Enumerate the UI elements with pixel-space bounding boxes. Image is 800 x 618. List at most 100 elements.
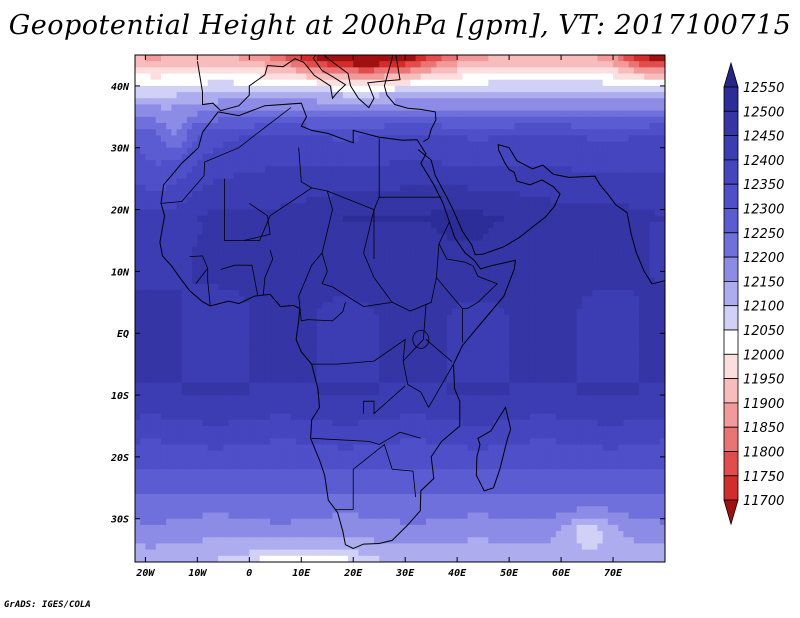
field-cell (207, 191, 214, 198)
field-cell (327, 178, 334, 186)
field-cell (290, 265, 297, 272)
field-cell (654, 203, 661, 211)
field-cell (540, 308, 547, 316)
field-cell (524, 178, 531, 186)
field-cell (181, 296, 188, 303)
field-cell (592, 79, 599, 87)
field-cell (218, 123, 224, 130)
field-cell (415, 191, 422, 198)
field-cell (405, 166, 411, 174)
field-cell (420, 191, 427, 198)
field-cell (394, 178, 401, 186)
field-cell (290, 129, 297, 136)
field-cell (249, 55, 256, 62)
field-cell (394, 246, 401, 254)
field-cell (529, 104, 536, 112)
field-cell (301, 166, 308, 174)
field-cell (581, 129, 588, 136)
field-cell (514, 308, 521, 316)
field-cell (280, 333, 287, 341)
field-cell (171, 141, 178, 149)
field-cell (259, 308, 266, 316)
field-cell (249, 129, 256, 136)
field-cell (384, 320, 391, 328)
field-cell (332, 116, 339, 124)
field-cell (425, 197, 432, 204)
field-cell (545, 73, 552, 81)
field-cell (223, 135, 230, 143)
field-cell (519, 259, 526, 266)
field-cell (337, 129, 344, 136)
field-cell (322, 296, 328, 303)
field-cell (254, 153, 261, 161)
field-cell (462, 265, 469, 272)
field-cell (535, 85, 541, 93)
field-cell (628, 166, 635, 174)
field-cell (238, 314, 245, 322)
field-cell (135, 259, 141, 266)
field-cell (368, 129, 375, 136)
field-cell (233, 234, 240, 242)
field-cell (275, 153, 282, 161)
field-cell (368, 141, 375, 149)
field-cell (483, 67, 489, 75)
field-cell (639, 55, 645, 62)
field-cell (353, 289, 360, 297)
field-cell (425, 191, 432, 198)
field-cell (400, 85, 406, 93)
field-cell (618, 271, 625, 279)
field-cell (451, 104, 458, 112)
field-cell (171, 160, 178, 167)
field-cell (306, 153, 313, 161)
field-cell (249, 221, 256, 229)
field-cell (135, 153, 141, 161)
field-cell (207, 314, 214, 322)
field-cell (592, 215, 599, 223)
field-cell (477, 209, 484, 217)
field-cell (529, 135, 536, 143)
field-cell (420, 61, 427, 68)
field-cell (446, 153, 453, 161)
field-cell (410, 166, 417, 174)
field-cell (311, 178, 318, 186)
field-cell (389, 265, 396, 272)
field-cell (613, 327, 619, 334)
field-cell (301, 67, 308, 75)
field-cell (488, 79, 495, 87)
field-cell (322, 160, 328, 167)
field-cell (358, 203, 365, 211)
field-cell (327, 172, 334, 180)
field-cell (379, 79, 386, 87)
field-cell (322, 116, 328, 124)
field-cell (597, 85, 604, 93)
field-cell (160, 135, 167, 143)
field-cell (462, 283, 469, 291)
field-cell (415, 116, 422, 124)
field-cell (571, 55, 578, 62)
field-cell (207, 104, 214, 112)
field-cell (197, 203, 204, 211)
field-cell (207, 73, 214, 81)
field-cell (509, 153, 515, 161)
field-cell (155, 160, 162, 167)
field-cell (197, 67, 204, 75)
field-cell (451, 228, 458, 235)
field-cell (135, 73, 141, 81)
field-cell (649, 228, 656, 235)
field-cell (368, 345, 375, 353)
field-cell (353, 277, 360, 285)
field-cell (145, 184, 152, 192)
field-cell (618, 234, 625, 242)
field-cell (363, 55, 370, 62)
field-cell (462, 221, 469, 229)
field-cell (405, 79, 411, 87)
field-cell (483, 129, 489, 136)
field-cell (244, 110, 250, 118)
field-cell (457, 104, 463, 112)
field-cell (301, 296, 308, 303)
field-cell (368, 296, 375, 303)
field-cell (171, 246, 178, 254)
field-cell (400, 246, 406, 254)
field-cell (524, 123, 531, 130)
field-cell (425, 277, 432, 285)
